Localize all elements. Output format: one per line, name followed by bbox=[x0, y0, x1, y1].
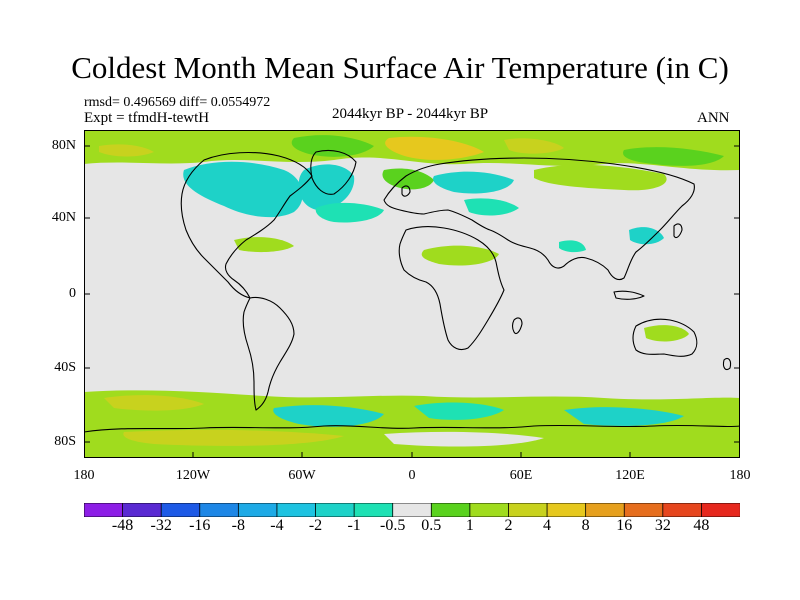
antarctica-cold-patch-east bbox=[564, 407, 684, 426]
map-ticks bbox=[84, 145, 740, 458]
europe-green-patch bbox=[382, 168, 434, 190]
lon-label-120w: 120W bbox=[175, 468, 211, 483]
arctic-yellow-patch bbox=[504, 138, 564, 154]
antarctic-interior-gold bbox=[123, 429, 344, 446]
arctic-gold-patch bbox=[385, 136, 484, 160]
colorbar-tick-label: 8 bbox=[581, 517, 590, 534]
colorbar-tick-label: 4 bbox=[543, 517, 552, 534]
north-america-cold-patch bbox=[183, 161, 303, 218]
greenland-cold-patch bbox=[298, 164, 355, 211]
coast-indonesia bbox=[613, 290, 645, 300]
lon-label-180w: 180 bbox=[73, 468, 95, 483]
antarctic-interior-grey bbox=[384, 431, 544, 447]
coast-australia bbox=[632, 318, 698, 357]
colorbar-swatch bbox=[585, 503, 625, 517]
colorbar-swatch bbox=[392, 503, 432, 517]
coast-greenland bbox=[310, 149, 357, 195]
colorbar-tick-label: -4 bbox=[270, 517, 284, 534]
experiment-label: Expt = tfmdH-tewtH bbox=[84, 110, 210, 126]
period-label: 2044kyr BP - 2044kyr BP bbox=[331, 106, 489, 122]
colorbar-tick-label: 32 bbox=[654, 517, 671, 534]
coast-new-zealand bbox=[722, 357, 732, 371]
lat-label-80s: 80S bbox=[54, 434, 76, 449]
antarctica-cold-patch-central bbox=[414, 402, 504, 420]
east-asia-cold-patch bbox=[629, 227, 664, 245]
season-label: ANN bbox=[697, 110, 730, 126]
stats-line: rmsd= 0.496569 diff= 0.0554972 bbox=[84, 95, 271, 110]
coast-eurasia bbox=[383, 157, 695, 281]
colorbar-tick-label: -0.5 bbox=[380, 517, 406, 534]
east-asia-green-patch bbox=[534, 164, 667, 191]
colorbar-swatch bbox=[546, 503, 587, 517]
arctic-green-patch bbox=[291, 135, 374, 157]
north-africa-green-patch bbox=[421, 245, 499, 266]
colorbar-tick-label: -8 bbox=[231, 517, 245, 534]
colorbar-tick-label: -48 bbox=[111, 517, 134, 534]
lon-label-60w: 60W bbox=[288, 468, 316, 483]
colorbar bbox=[84, 503, 740, 517]
lat-label-0: 0 bbox=[69, 286, 76, 301]
coast-south-america bbox=[242, 296, 295, 411]
colorbar-swatch bbox=[508, 503, 548, 517]
mid-atlantic-green-patch bbox=[234, 237, 294, 253]
colorbar-swatch bbox=[662, 503, 703, 517]
colorbar-swatch bbox=[315, 503, 355, 517]
southern-ocean-green-band bbox=[84, 390, 740, 430]
australia-green-patch bbox=[644, 325, 689, 342]
lon-label-180e: 180 bbox=[729, 468, 751, 483]
colorbar-swatch bbox=[276, 503, 317, 517]
colorbar-tick-label: -16 bbox=[189, 517, 211, 534]
siberia-cold-patch bbox=[433, 171, 514, 194]
southern-ocean-gold-patch bbox=[104, 395, 204, 411]
lon-label-0: 0 bbox=[408, 468, 416, 483]
arctic-yellow-patch-2 bbox=[99, 144, 154, 157]
colorbar-swatch bbox=[469, 503, 510, 517]
coast-madagascar bbox=[511, 317, 523, 335]
coast-japan bbox=[673, 223, 683, 239]
colorbar-tick-label: 0.5 bbox=[421, 517, 442, 534]
antarctica-cold-patch-west bbox=[273, 405, 384, 427]
colorbar-swatch bbox=[84, 503, 124, 517]
colorbar-swatch bbox=[237, 503, 278, 517]
coast-antarctica bbox=[84, 424, 740, 433]
lon-label-120e: 120E bbox=[615, 468, 645, 483]
colorbar-tick-label: 2 bbox=[504, 517, 513, 534]
colorbar-swatch bbox=[160, 503, 201, 517]
coast-africa bbox=[398, 226, 505, 351]
colorbar-tick-label: 16 bbox=[616, 517, 633, 534]
temperature-map bbox=[84, 130, 740, 458]
central-asia-cold-patch bbox=[464, 198, 519, 216]
colorbar-swatch bbox=[122, 503, 162, 517]
colorbar-swatch bbox=[353, 503, 394, 517]
siberia-green-patch bbox=[623, 147, 724, 166]
colorbar-swatch bbox=[199, 503, 240, 517]
arabia-cold-patch bbox=[559, 240, 586, 253]
anomaly-field bbox=[84, 130, 740, 458]
colorbar-swatch bbox=[430, 503, 471, 517]
plot-title: Coldest Month Mean Surface Air Temperatu… bbox=[71, 50, 729, 85]
north-atlantic-cold-patch bbox=[315, 202, 384, 223]
lat-label-80n: 80N bbox=[51, 138, 76, 153]
coast-uk bbox=[401, 185, 411, 197]
lat-label-40n: 40N bbox=[51, 210, 76, 225]
colorbar-swatch bbox=[701, 503, 740, 517]
coastlines bbox=[84, 149, 740, 433]
colorbar-tick-label: 48 bbox=[693, 517, 710, 534]
colorbar-tick-label: 1 bbox=[465, 517, 474, 534]
lat-label-40s: 40S bbox=[54, 360, 76, 375]
colorbar-tick-label: -1 bbox=[347, 517, 361, 534]
lon-label-60e: 60E bbox=[509, 468, 533, 483]
colorbar-swatch bbox=[623, 503, 664, 517]
colorbar-tick-label: -2 bbox=[308, 517, 323, 534]
colorbar-tick-label: -32 bbox=[150, 517, 172, 534]
